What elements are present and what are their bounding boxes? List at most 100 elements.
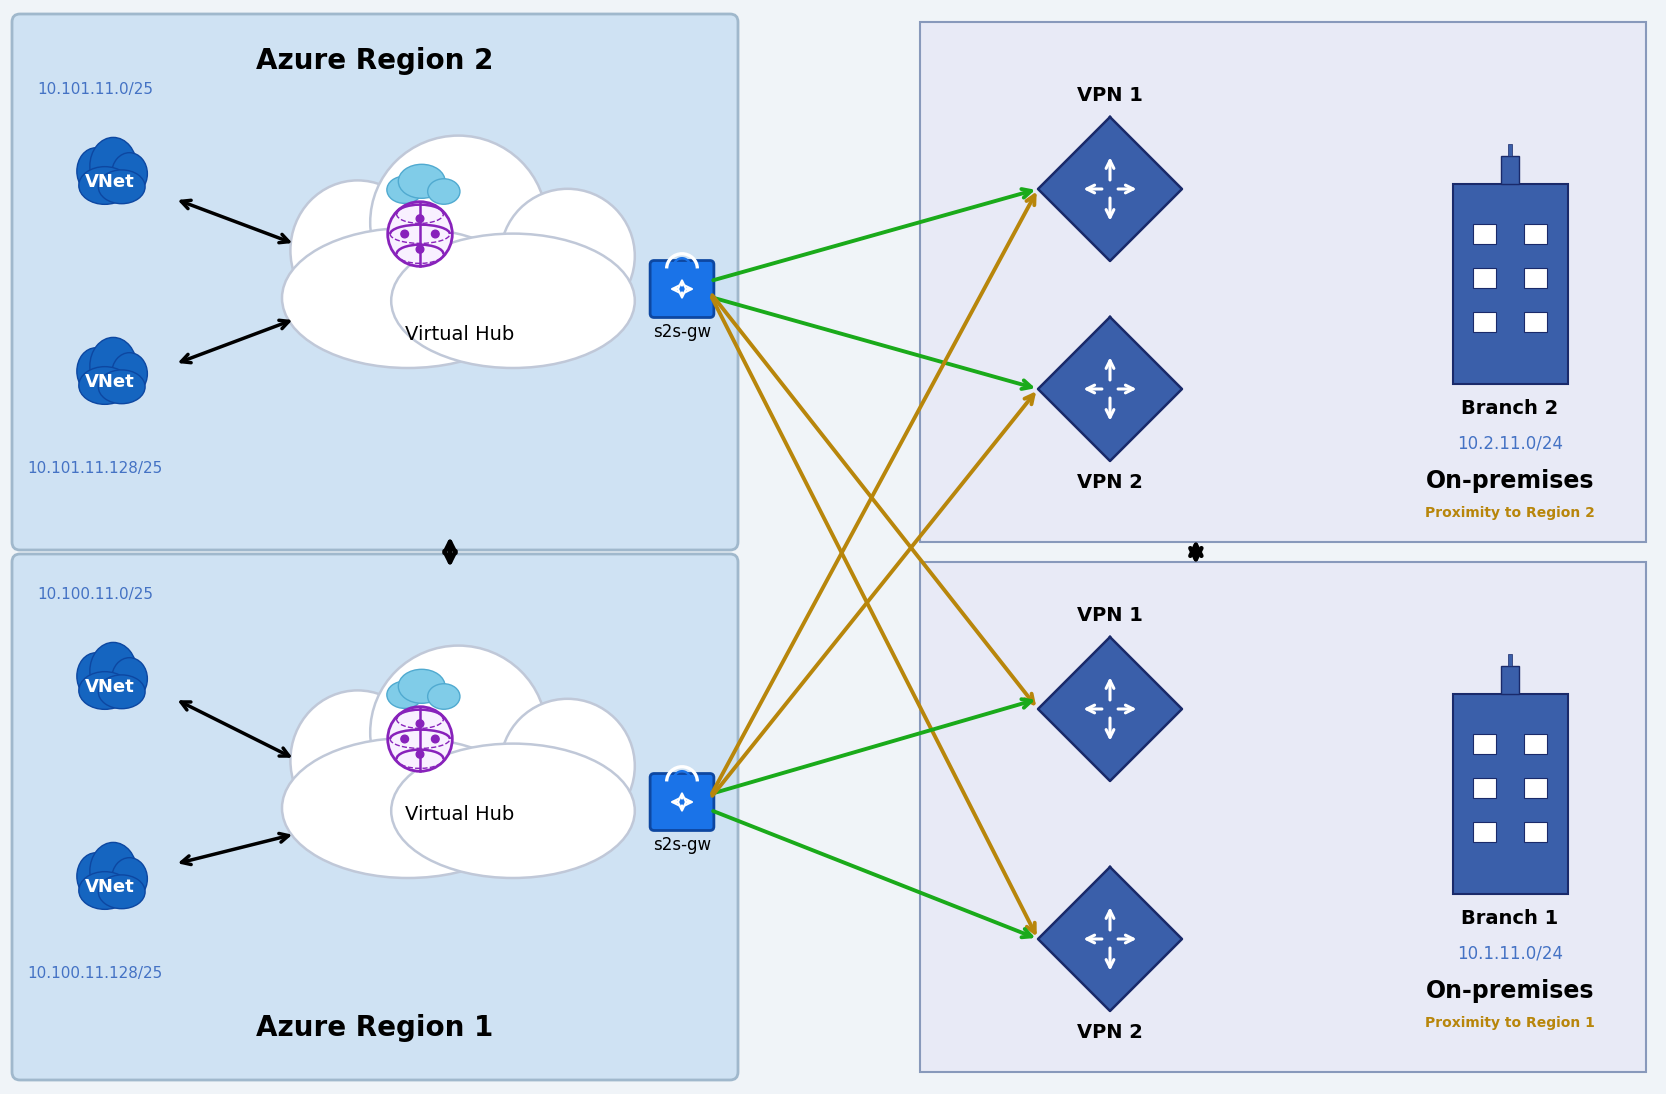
Ellipse shape xyxy=(98,675,145,709)
Text: 10.2.11.0/24: 10.2.11.0/24 xyxy=(1458,434,1563,452)
Ellipse shape xyxy=(77,348,115,395)
Ellipse shape xyxy=(90,642,137,699)
Text: Proximity to Region 2: Proximity to Region 2 xyxy=(1424,507,1594,520)
Ellipse shape xyxy=(370,136,546,310)
Text: VPN 2: VPN 2 xyxy=(1076,1023,1143,1041)
Bar xyxy=(1473,224,1496,244)
Bar xyxy=(1524,778,1546,798)
Ellipse shape xyxy=(392,744,635,878)
Ellipse shape xyxy=(90,842,137,899)
Ellipse shape xyxy=(98,875,145,909)
Text: s2s-gw: s2s-gw xyxy=(653,324,711,341)
Ellipse shape xyxy=(78,366,132,405)
Text: 10.1.11.0/24: 10.1.11.0/24 xyxy=(1458,944,1563,962)
Ellipse shape xyxy=(112,352,147,395)
Ellipse shape xyxy=(282,228,535,368)
Bar xyxy=(1453,184,1568,384)
Text: VPN 2: VPN 2 xyxy=(1076,473,1143,492)
Ellipse shape xyxy=(98,170,145,203)
Text: VNet: VNet xyxy=(85,373,135,391)
FancyBboxPatch shape xyxy=(920,22,1646,542)
Text: Virtual Hub: Virtual Hub xyxy=(405,325,515,344)
Ellipse shape xyxy=(500,699,635,834)
Circle shape xyxy=(431,230,440,237)
Text: s2s-gw: s2s-gw xyxy=(653,837,711,854)
Text: On-premises: On-premises xyxy=(1426,469,1594,493)
Ellipse shape xyxy=(90,337,137,395)
Polygon shape xyxy=(1038,317,1181,461)
Bar xyxy=(1501,666,1519,694)
Circle shape xyxy=(431,735,440,743)
Bar xyxy=(1524,268,1546,288)
Text: Branch 1: Branch 1 xyxy=(1461,909,1559,928)
Text: Virtual Hub: Virtual Hub xyxy=(405,804,515,824)
Text: 10.100.11.128/25: 10.100.11.128/25 xyxy=(27,966,163,981)
Ellipse shape xyxy=(290,690,425,830)
Ellipse shape xyxy=(392,234,635,368)
Ellipse shape xyxy=(112,858,147,900)
Circle shape xyxy=(402,735,408,743)
Bar xyxy=(1524,822,1546,842)
Bar xyxy=(1524,224,1546,244)
Bar xyxy=(1524,734,1546,754)
Circle shape xyxy=(388,707,451,771)
Bar xyxy=(1473,778,1496,798)
Text: VNet: VNet xyxy=(85,173,135,191)
Bar xyxy=(1524,312,1546,331)
Text: VPN 1: VPN 1 xyxy=(1076,606,1143,625)
Ellipse shape xyxy=(78,872,132,909)
Ellipse shape xyxy=(112,657,147,700)
FancyBboxPatch shape xyxy=(12,554,738,1080)
Polygon shape xyxy=(1038,117,1181,261)
Text: Branch 2: Branch 2 xyxy=(1461,399,1559,418)
FancyBboxPatch shape xyxy=(12,14,738,550)
Circle shape xyxy=(402,230,408,237)
Text: Proximity to Region 1: Proximity to Region 1 xyxy=(1424,1016,1594,1029)
Ellipse shape xyxy=(387,682,423,709)
Ellipse shape xyxy=(370,645,546,819)
Ellipse shape xyxy=(500,189,635,323)
Text: Azure Region 1: Azure Region 1 xyxy=(257,1014,493,1041)
Bar xyxy=(1473,822,1496,842)
FancyBboxPatch shape xyxy=(650,260,713,317)
Bar xyxy=(1473,312,1496,331)
Ellipse shape xyxy=(428,684,460,709)
FancyBboxPatch shape xyxy=(650,773,713,830)
Circle shape xyxy=(416,750,423,758)
Ellipse shape xyxy=(78,672,132,709)
Circle shape xyxy=(416,214,423,222)
Text: 10.101.11.128/25: 10.101.11.128/25 xyxy=(27,461,163,476)
Ellipse shape xyxy=(77,148,115,195)
Ellipse shape xyxy=(78,166,132,205)
Bar xyxy=(1508,654,1513,666)
Bar xyxy=(1501,156,1519,184)
Ellipse shape xyxy=(282,738,535,878)
Ellipse shape xyxy=(77,853,115,899)
Text: Azure Region 2: Azure Region 2 xyxy=(257,47,493,75)
Text: On-premises: On-premises xyxy=(1426,979,1594,1003)
Ellipse shape xyxy=(398,164,445,198)
Ellipse shape xyxy=(90,138,137,195)
Ellipse shape xyxy=(112,153,147,195)
Ellipse shape xyxy=(398,670,445,703)
Circle shape xyxy=(388,201,451,266)
Text: 10.101.11.0/25: 10.101.11.0/25 xyxy=(37,82,153,97)
FancyBboxPatch shape xyxy=(920,562,1646,1072)
Text: VNet: VNet xyxy=(85,678,135,696)
Polygon shape xyxy=(1038,868,1181,1011)
Circle shape xyxy=(416,245,423,253)
Bar xyxy=(1508,144,1513,156)
Bar xyxy=(1473,268,1496,288)
Polygon shape xyxy=(1038,637,1181,781)
Circle shape xyxy=(416,720,423,728)
Ellipse shape xyxy=(77,653,115,699)
Text: 10.100.11.0/25: 10.100.11.0/25 xyxy=(37,587,153,602)
Ellipse shape xyxy=(290,181,425,321)
Ellipse shape xyxy=(428,178,460,205)
Bar xyxy=(1473,734,1496,754)
Ellipse shape xyxy=(98,370,145,404)
Ellipse shape xyxy=(387,176,423,203)
Bar xyxy=(1453,694,1568,894)
Text: VPN 1: VPN 1 xyxy=(1076,86,1143,105)
Text: VNet: VNet xyxy=(85,878,135,896)
